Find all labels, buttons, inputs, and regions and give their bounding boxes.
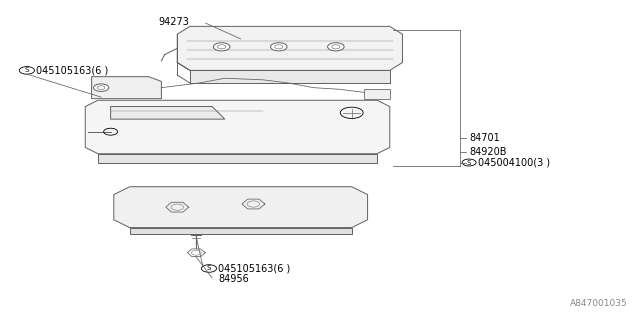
Text: 045105163(6 ): 045105163(6 ) [218,263,291,274]
Text: 84701: 84701 [469,133,500,143]
Text: 045105163(6 ): 045105163(6 ) [36,65,109,76]
Text: A847001035: A847001035 [570,299,628,308]
Polygon shape [92,77,161,99]
Circle shape [271,43,287,51]
Polygon shape [177,26,403,70]
Text: S: S [207,266,211,271]
Circle shape [93,84,109,92]
Circle shape [213,43,230,51]
Text: S: S [467,159,471,165]
Circle shape [328,43,344,51]
Polygon shape [114,187,367,228]
Text: S: S [25,68,29,73]
Polygon shape [85,100,390,154]
Text: 045004100(3 ): 045004100(3 ) [478,157,550,167]
Polygon shape [98,154,377,163]
Polygon shape [130,228,352,234]
Bar [364,89,390,99]
Text: 84920B: 84920B [469,147,507,157]
Text: 84956: 84956 [218,275,249,284]
Polygon shape [190,70,390,83]
Text: 94273: 94273 [158,17,189,27]
Polygon shape [111,107,225,119]
